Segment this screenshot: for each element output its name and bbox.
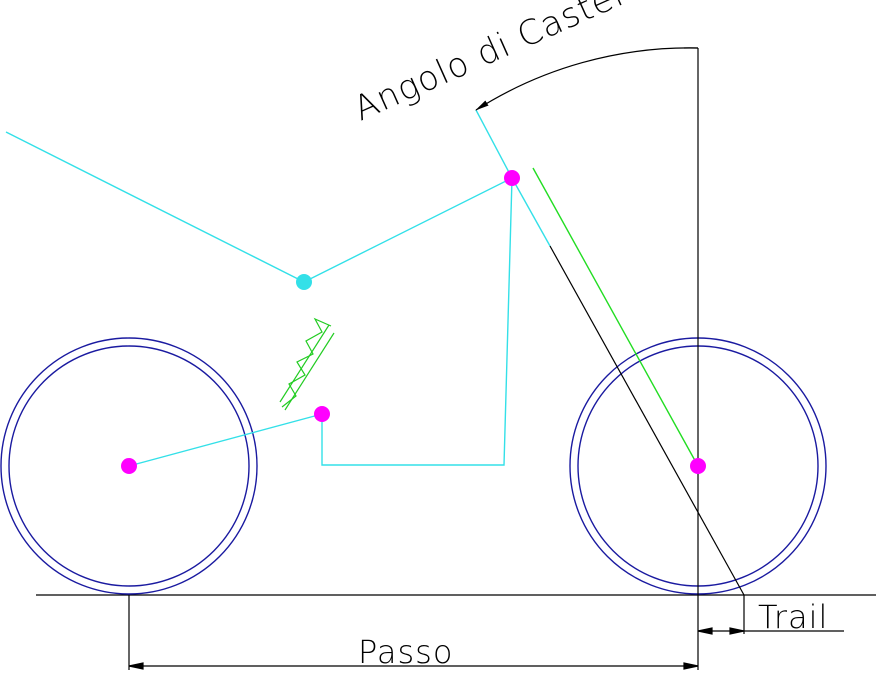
wheelbase-dimension [128,595,699,670]
shock-body-left [279,324,330,403]
spring-coil [281,317,332,408]
caster-angle-arc [475,47,699,111]
shock-body-right [284,332,335,411]
steering-axis-line [549,245,745,596]
wheelbase-label: Passo [358,633,454,671]
rear-wheel-inner [8,345,250,587]
steering-head-upper-line [475,109,513,179]
fork-line [532,167,699,467]
trail-dimension [697,595,844,635]
shock-spring [279,317,335,411]
tail-frame-line [5,131,305,283]
trail-label: Trail [758,598,829,636]
frame-joint [296,274,312,290]
rear-wheel-outer [0,337,258,595]
swingarm-pivot [314,406,330,422]
wheelbase-arrow-left [128,662,144,670]
front-axle-pivot [690,458,706,474]
down-tube-line [321,177,513,466]
frame [5,109,551,467]
wheelbase-arrow-right [683,662,699,670]
rear-axle-pivot [121,458,137,474]
top-tube-line [303,177,513,283]
trail-arrow-left [697,627,713,635]
steering-head-lower-line [511,177,551,247]
swingarm-line [128,413,323,467]
trail-arrow-right [729,627,745,635]
rear-wheel [0,337,258,595]
steering-head-pivot [504,170,520,186]
